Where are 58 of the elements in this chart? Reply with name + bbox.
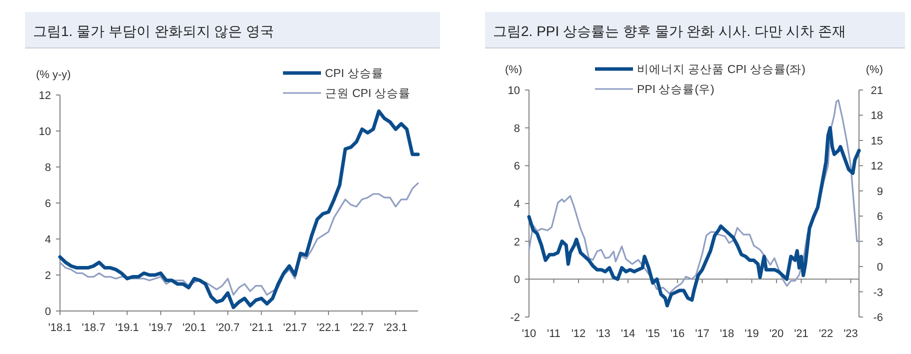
y2-tick-label: 3 [876,236,883,248]
legend-label: 근원 CPI 상승률 [325,88,411,100]
x-tick-label: '23.1 [384,322,408,334]
y2-tick-label: 9 [876,186,883,198]
x-tick-label: '22 [818,328,834,340]
x-tick-label: '14 [620,328,636,340]
y-axis-title: (%) [505,64,522,76]
x-tick-label: '11 [546,328,561,340]
y2-tick-label: -3 [873,286,883,299]
legend-label: 비에너지 공산품 CPI 상승률(좌) [637,64,806,76]
y-tick-label: 8 [514,122,520,135]
x-tick-label: '20.7 [216,322,240,334]
y2-tick-label: 21 [870,85,883,97]
y-tick-label: 10 [508,85,520,97]
y2-tick-label: 6 [876,211,883,224]
x-tick-label: '17 [695,328,710,340]
y-tick-label: -2 [510,312,520,324]
x-tick-label: '18.1 [48,322,72,334]
x-tick-label: '20 [769,328,784,340]
y2-tick-label: 18 [870,110,883,122]
y-tick-label: 0 [514,274,520,286]
x-tick-label: '19 [744,328,759,340]
x-tick-label: '21.1 [250,322,274,334]
y-tick-label: 12 [38,90,51,102]
x-tick-label: '22.1 [316,322,340,334]
x-tick-label: '12 [571,328,586,340]
y-axis-title: (% y-y) [36,69,71,81]
x-tick-label: '19.1 [115,322,139,334]
x-tick-label: '19.7 [148,322,172,334]
x-tick-label: '18 [720,328,734,340]
x-tick-label: '20.1 [182,322,206,334]
x-tick-label: '21 [794,328,808,340]
x-tick-label: '22.7 [350,322,374,334]
chart-title: 그림1. 물가 부담이 완화되지 않은 영국 [33,23,274,39]
y-tick-label: 10 [38,126,51,138]
x-tick-label: '16 [670,328,685,340]
y-tick-label: 6 [514,160,520,173]
x-tick-label: '21.7 [283,322,307,334]
chart-title: 그림2. PPI 상승률는 향후 물가 완화 시사. 다만 시차 존재 [493,23,846,39]
y-tick-label: 2 [514,236,520,248]
y-tick-label: 4 [514,198,520,210]
y-tick-label: 8 [44,162,51,174]
x-tick-label: '23 [844,328,858,340]
x-tick-label: '15 [646,328,660,340]
y-tick-label: 0 [44,306,51,318]
y2-tick-label: 0 [876,262,883,274]
y2-tick-label: 15 [870,135,883,148]
x-tick-label: '18.7 [82,322,106,334]
y2-tick-label: 12 [870,160,883,173]
legend-label: PPI 상승률(우) [637,84,715,96]
legend-label: CPI 상승률 [325,68,384,80]
x-tick-label: '13 [596,328,610,340]
y2-axis-title: (%) [866,64,883,76]
x-tick-label: '10 [522,328,536,340]
y-tick-label: 6 [44,198,51,210]
y2-tick-label: -6 [873,312,883,324]
y-tick-label: 4 [44,234,51,246]
y-tick-label: 2 [44,270,51,282]
